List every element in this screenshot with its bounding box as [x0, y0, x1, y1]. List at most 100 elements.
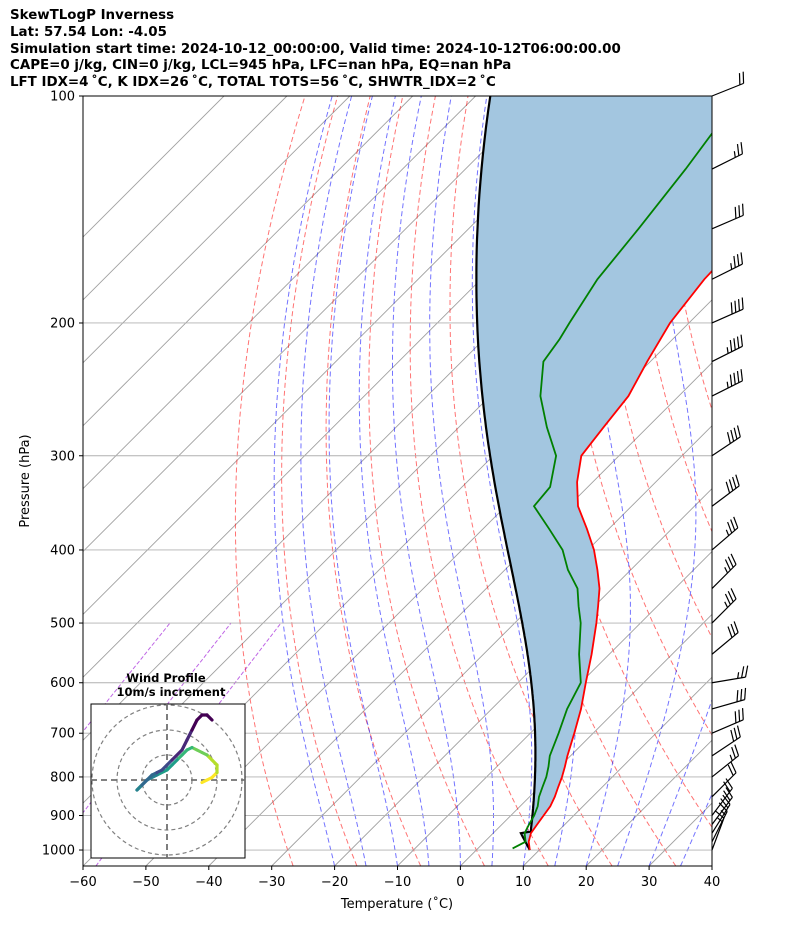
moist-adiabat-line [680, 792, 712, 866]
wind-barb [711, 474, 740, 507]
wind-barb-shaft [711, 772, 737, 798]
wind-barb [711, 516, 739, 551]
wind-barb-flag [720, 798, 729, 809]
wind-barb-flag [730, 588, 737, 600]
wind-barb-shaft [711, 436, 741, 457]
wind-barb-flag [730, 761, 737, 774]
sounding-profiles [475, 96, 712, 851]
wind-barb-shaft [711, 564, 737, 589]
dry-adiabat-line [596, 96, 712, 639]
wind-barb-half-flag [726, 381, 729, 389]
isotherm-line [334, 487, 712, 866]
wind-barb [711, 761, 737, 798]
wind-barb-flag [744, 687, 747, 700]
wind-barb-shaft [711, 308, 744, 324]
dewpoint-line [512, 131, 712, 850]
wind-barb-flag [731, 746, 736, 759]
wind-barb-flag [740, 142, 744, 154]
isotherm-line [397, 550, 712, 866]
wind-barb-half-flag [737, 672, 740, 679]
wind-barb-shaft [711, 676, 746, 684]
hodograph-trace-segment [155, 768, 169, 777]
hodograph-trace-segment [170, 748, 184, 762]
moist-adiabat-line [744, 96, 794, 866]
moist-adiabat-line [358, 96, 430, 866]
isotherm-line [83, 96, 476, 490]
x-tick-label: −50 [132, 875, 159, 890]
axes: −60 −50 −40 −30 −20 −10 0 10 20 30 40 1000 900 800 700… [42, 90, 720, 891]
wind-barb-flag [730, 553, 737, 565]
x-tick-label: 30 [641, 875, 658, 890]
wind-barb-flag [724, 559, 731, 571]
wind-barb-flag [727, 626, 733, 638]
dry-adiabat-line [449, 96, 613, 866]
y-tick-label: 200 [50, 316, 75, 331]
wind-barb [711, 588, 737, 624]
wind-barb [711, 142, 744, 170]
wind-barb-shaft [711, 527, 739, 551]
wind-barb-flag [727, 590, 734, 603]
wind-barb [711, 725, 741, 757]
wind-barb-half-flag [730, 263, 733, 270]
wind-barb-flag [735, 474, 740, 487]
wind-barb-flag [736, 370, 740, 383]
moist-adiabat-line [648, 698, 712, 866]
hodograph-trace-segment [190, 718, 199, 732]
cin-shaded-area [476, 96, 712, 850]
temperature-line [527, 269, 712, 851]
wind-barb-shaft [711, 719, 744, 734]
wind-barb-flag [727, 764, 734, 776]
dry-adiabat-line [409, 96, 549, 866]
wind-barb-flag [734, 711, 737, 724]
hodograph-title: Wind Profile [126, 671, 206, 685]
wind-barb [711, 744, 740, 778]
wind-barb [711, 553, 737, 589]
y-tick-label: 500 [50, 617, 75, 632]
x-tick-label: 0 [456, 875, 464, 890]
x-axis-label: Temperature (˚C) [340, 896, 453, 912]
wind-barb [711, 425, 741, 457]
isotherm-line [83, 96, 414, 427]
x-tick-label: 20 [578, 875, 595, 890]
isotherm-line [271, 425, 712, 866]
wind-barb-shaft [711, 485, 740, 507]
parcel-profile-line [475, 96, 537, 851]
wind-barb-shaft [711, 82, 744, 97]
wind-barb-flag [733, 255, 736, 268]
wind-barb-flag [733, 427, 738, 440]
wind-barb-half-flag [725, 529, 730, 536]
wind-barb-flag [730, 623, 736, 636]
hodograph-subtitle: 10m/s increment [117, 685, 226, 699]
wind-barb-flag [738, 709, 741, 722]
wind-barb-flag [740, 334, 744, 347]
isotherm-line [83, 96, 225, 238]
wind-barb-flag [740, 688, 743, 701]
wind-barb-shaft [711, 699, 745, 710]
wind-barb-flag [738, 205, 741, 217]
isotherm-line [83, 96, 351, 364]
wind-barb-flag [740, 252, 744, 265]
wind-barb-flag [729, 374, 733, 387]
wind-barb-flag [736, 254, 740, 266]
y-tick-label: 100 [50, 90, 75, 105]
isotherm-line [711, 865, 712, 866]
y-tick-label: 700 [50, 727, 75, 742]
wind-barb-flag [733, 338, 736, 350]
wind-barb-shaft [711, 345, 743, 363]
wind-barb-flag [724, 593, 731, 605]
dry-adiabat-line [663, 96, 712, 412]
wind-barb-flag [726, 432, 731, 444]
time-line: Simulation start time: 2024-10-12_00:00:… [10, 41, 621, 57]
wind-barb-half-flag [726, 347, 729, 354]
y-axis-label: Pressure (hPa) [18, 434, 33, 527]
indices-line: LFT IDX=4 ˚C, K IDX=26 ˚C, TOTAL TOTS=56… [10, 75, 496, 91]
wind-barb-flag [738, 299, 741, 311]
wind-barb-flag [725, 481, 731, 494]
wind-barb-flag [736, 725, 741, 738]
wind-barb-flag [730, 519, 736, 531]
hodograph-trace-segment [180, 738, 189, 752]
wind-barb [711, 71, 745, 97]
x-tick-label: 40 [704, 875, 721, 890]
